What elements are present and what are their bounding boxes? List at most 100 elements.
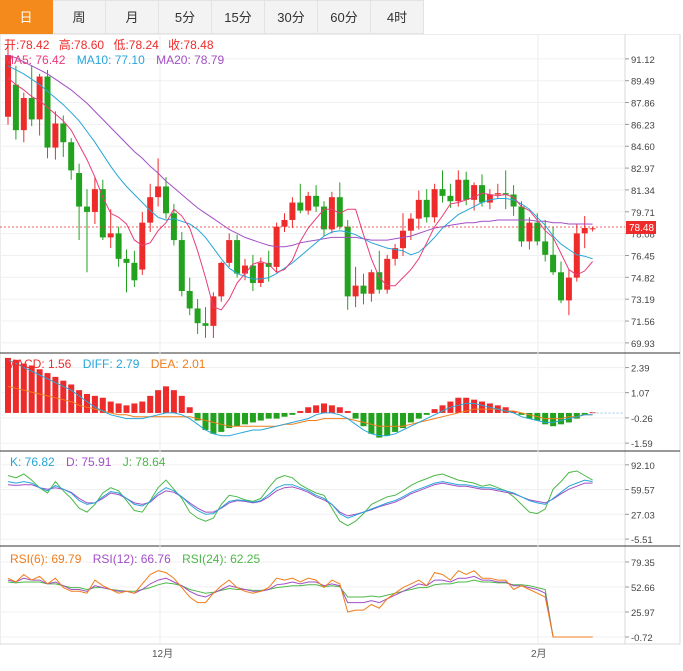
candle-body bbox=[581, 228, 588, 234]
candle-body bbox=[321, 206, 327, 230]
candle-body bbox=[518, 206, 525, 242]
macd-bar bbox=[178, 395, 185, 413]
rsi24-line bbox=[7, 579, 593, 638]
candle-body bbox=[384, 258, 391, 290]
macd-bar bbox=[76, 390, 83, 413]
candle-body bbox=[479, 185, 485, 203]
macd-bar bbox=[463, 397, 470, 413]
tab-5min[interactable]: 5分 bbox=[159, 0, 212, 34]
rsi6-line bbox=[7, 570, 593, 638]
chart-canvas[interactable]: 91.12 89.49 87.86 86.23 84.60 82.97 81.34 79.71… bbox=[0, 34, 683, 671]
macd-bar bbox=[139, 401, 146, 413]
kdj-axis-tick-label: 92.10 bbox=[631, 461, 655, 472]
tab-4hour[interactable]: 4时 bbox=[371, 0, 424, 34]
macd-bar bbox=[84, 393, 90, 413]
macd-bar bbox=[257, 412, 264, 421]
price-axis-tick-label: 84.60 bbox=[631, 142, 655, 153]
candle-body bbox=[44, 76, 51, 148]
macd-bar bbox=[360, 412, 367, 427]
kdj-y-axis: 92.10 59.57 27.03 -5.51 bbox=[625, 461, 655, 546]
macd-bar bbox=[423, 412, 430, 415]
macd-bar bbox=[510, 411, 517, 413]
macd-bar bbox=[68, 384, 75, 413]
price-y-axis: 91.12 89.49 87.86 86.23 84.60 82.97 81.34 79.71… bbox=[625, 55, 655, 350]
tab-30min[interactable]: 30分 bbox=[265, 0, 318, 34]
x-tick-feb: 2月 bbox=[531, 648, 547, 660]
macd-bar bbox=[52, 376, 59, 413]
macd-bar bbox=[163, 386, 169, 413]
candle-body bbox=[60, 123, 67, 143]
macd-bar bbox=[384, 412, 391, 436]
rsi-axis-tick-label: -0.72 bbox=[631, 633, 653, 644]
macd-bar bbox=[155, 390, 162, 413]
rsi-axis-tick-label: 25.97 bbox=[631, 608, 655, 619]
candle-body bbox=[344, 226, 351, 297]
macd-bar bbox=[376, 412, 383, 438]
candle-body bbox=[573, 233, 580, 278]
legend-close: 收:78.48 bbox=[168, 38, 214, 52]
candle-body bbox=[534, 222, 541, 242]
macd-axis-tick-label: 1.07 bbox=[631, 389, 650, 400]
tab-day[interactable]: 日 bbox=[0, 0, 53, 34]
candle-body bbox=[139, 222, 146, 270]
candle-body bbox=[289, 202, 296, 220]
candle-body bbox=[202, 323, 209, 326]
macd-bar bbox=[479, 401, 485, 413]
macd-bar bbox=[28, 365, 35, 413]
macd-bar bbox=[439, 405, 446, 413]
legend-diff: DIFF: 2.79 bbox=[83, 357, 140, 371]
legend-macd: MACD: 1.56 bbox=[6, 357, 72, 371]
candle-body bbox=[328, 197, 335, 230]
candle-body bbox=[99, 189, 106, 238]
macd-axis-tick-label: -0.26 bbox=[631, 414, 653, 425]
candle-body bbox=[131, 262, 138, 281]
macd-bar bbox=[550, 412, 557, 427]
candle-body bbox=[163, 186, 169, 214]
macd-bar bbox=[486, 403, 493, 413]
macd-bar bbox=[526, 412, 533, 419]
macd-bar bbox=[60, 380, 67, 413]
candle-body bbox=[28, 97, 35, 120]
candle-body bbox=[305, 195, 312, 211]
tab-month[interactable]: 月 bbox=[106, 0, 159, 34]
macd-bar bbox=[565, 412, 572, 423]
candle-body bbox=[447, 195, 454, 202]
macd-bar bbox=[305, 407, 312, 413]
candle-body bbox=[400, 230, 406, 249]
tab-15min[interactable]: 15分 bbox=[212, 0, 265, 34]
ma10-line bbox=[7, 65, 593, 280]
candle-body bbox=[502, 193, 509, 195]
tab-60min[interactable]: 60分 bbox=[318, 0, 371, 34]
x-tick-dec: 12月 bbox=[152, 648, 173, 660]
kdj-axis-tick-label: 27.03 bbox=[631, 510, 655, 521]
candle-body bbox=[5, 55, 11, 117]
macd-bar bbox=[265, 412, 272, 419]
ohlc-legend: 开:78.42 高:78.60 低:78.24 收:78.48 bbox=[4, 37, 214, 52]
legend-high: 高:78.60 bbox=[59, 37, 105, 52]
macd-bar bbox=[281, 412, 288, 417]
candle-body bbox=[234, 240, 241, 274]
macd-bar bbox=[392, 412, 399, 432]
candle-body bbox=[84, 206, 90, 212]
diff-line bbox=[7, 359, 593, 437]
kdj-gridlines bbox=[0, 464, 625, 540]
last-price-tag-text: 78.48 bbox=[629, 223, 654, 234]
macd-bar bbox=[328, 405, 335, 413]
macd-bar bbox=[218, 412, 225, 432]
candle-body bbox=[52, 123, 59, 148]
macd-bar bbox=[431, 409, 438, 413]
candle-body bbox=[178, 240, 185, 292]
candle-body bbox=[558, 272, 564, 301]
macd-bar bbox=[321, 403, 327, 413]
ma-legend: MA5: 76.42 MA10: 77.10 MA20: 78.79 bbox=[4, 53, 224, 67]
macd-lines bbox=[7, 359, 625, 437]
candle-body bbox=[12, 84, 19, 131]
candle-body bbox=[242, 265, 248, 274]
legend-open: 开:78.42 bbox=[4, 38, 50, 52]
dea-line bbox=[7, 385, 593, 427]
macd-bar bbox=[210, 412, 217, 434]
ma5-line bbox=[7, 77, 593, 311]
tab-week[interactable]: 周 bbox=[53, 0, 106, 34]
price-candles bbox=[5, 39, 596, 338]
candle-body bbox=[76, 173, 83, 207]
